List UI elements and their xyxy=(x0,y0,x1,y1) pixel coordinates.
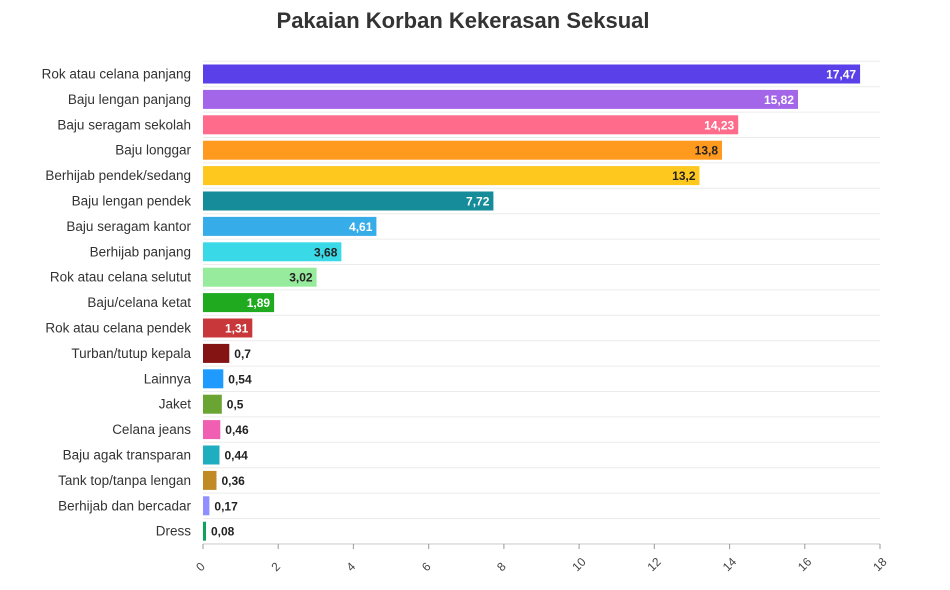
category-label: Dress xyxy=(156,524,192,539)
tick-label: 10 xyxy=(569,555,589,575)
data-label: 14,23 xyxy=(704,118,734,132)
x-axis-ticks: 0 2 4 6 8 10 12 14 16 18 xyxy=(193,544,890,574)
tick-label: 12 xyxy=(645,555,665,575)
bar[interactable] xyxy=(203,318,253,338)
bar[interactable] xyxy=(203,343,230,363)
bar[interactable] xyxy=(203,369,224,389)
bar[interactable] xyxy=(203,216,377,236)
bar[interactable] xyxy=(203,394,222,414)
category-label: Berhijab panjang xyxy=(90,244,191,259)
data-label: 1,89 xyxy=(247,296,271,310)
tick-label: 14 xyxy=(720,555,740,575)
bar[interactable] xyxy=(203,496,210,516)
data-label: 13,2 xyxy=(672,169,696,183)
data-label: 4,61 xyxy=(349,220,373,234)
bar[interactable] xyxy=(203,445,220,465)
data-label: 17,47 xyxy=(826,68,856,82)
category-label: Baju agak transparan xyxy=(63,448,191,463)
bar[interactable] xyxy=(203,521,206,541)
bars: Rok atau celana panjang 17,47 Baju lengan … xyxy=(42,64,861,541)
data-label: 0,44 xyxy=(225,449,249,463)
bar[interactable] xyxy=(203,470,217,490)
category-label: Baju lengan panjang xyxy=(68,92,191,107)
category-label: Turban/tutup kepala xyxy=(71,346,191,361)
tick-label: 8 xyxy=(494,559,509,574)
data-label: 13,8 xyxy=(695,144,719,158)
data-label: 1,31 xyxy=(225,322,249,336)
data-label: 0,7 xyxy=(234,347,251,361)
bar[interactable] xyxy=(203,115,739,135)
category-label: Rok atau celana panjang xyxy=(42,67,191,82)
category-label: Berhijab pendek/sedang xyxy=(45,168,191,183)
category-label: Jaket xyxy=(159,397,192,412)
data-label: 7,72 xyxy=(466,195,490,209)
data-label: 0,5 xyxy=(227,398,244,412)
data-label: 0,46 xyxy=(225,423,249,437)
category-label: Lainnya xyxy=(144,371,192,386)
data-label: 0,17 xyxy=(214,499,238,513)
bar[interactable] xyxy=(203,166,700,186)
data-label: 15,82 xyxy=(764,93,794,107)
bar[interactable] xyxy=(203,267,317,287)
category-label: Baju seragam kantor xyxy=(66,219,191,234)
data-label: 0,08 xyxy=(211,525,235,539)
category-label: Baju lengan pendek xyxy=(72,194,192,209)
category-label: Baju/celana ketat xyxy=(87,295,191,310)
category-label: Baju longgar xyxy=(115,143,191,158)
data-label: 0,54 xyxy=(228,372,252,386)
category-label: Berhijab dan bercadar xyxy=(58,498,191,513)
bar[interactable] xyxy=(203,293,275,313)
bar[interactable] xyxy=(203,140,722,160)
category-label: Celana jeans xyxy=(112,422,191,437)
bar[interactable] xyxy=(203,191,494,211)
bar[interactable] xyxy=(203,242,342,262)
data-label: 0,36 xyxy=(222,474,246,488)
category-label: Baju seragam sekolah xyxy=(57,117,191,132)
category-label: Rok atau celana pendek xyxy=(45,321,191,336)
tick-label: 16 xyxy=(795,555,815,575)
bar[interactable] xyxy=(203,64,861,84)
tick-label: 18 xyxy=(870,555,890,575)
tick-label: 2 xyxy=(268,559,283,574)
bar[interactable] xyxy=(203,89,798,109)
bar[interactable] xyxy=(203,420,221,440)
data-label: 3,02 xyxy=(289,271,313,285)
tick-label: 6 xyxy=(419,559,434,574)
category-label: Tank top/tanpa lengan xyxy=(58,473,191,488)
chart-title: Pakaian Korban Kekerasan Seksual xyxy=(276,8,650,33)
data-label: 3,68 xyxy=(314,245,338,259)
tick-label: 0 xyxy=(193,559,208,574)
category-label: Rok atau celana selutut xyxy=(50,270,191,285)
tick-label: 4 xyxy=(344,559,359,574)
